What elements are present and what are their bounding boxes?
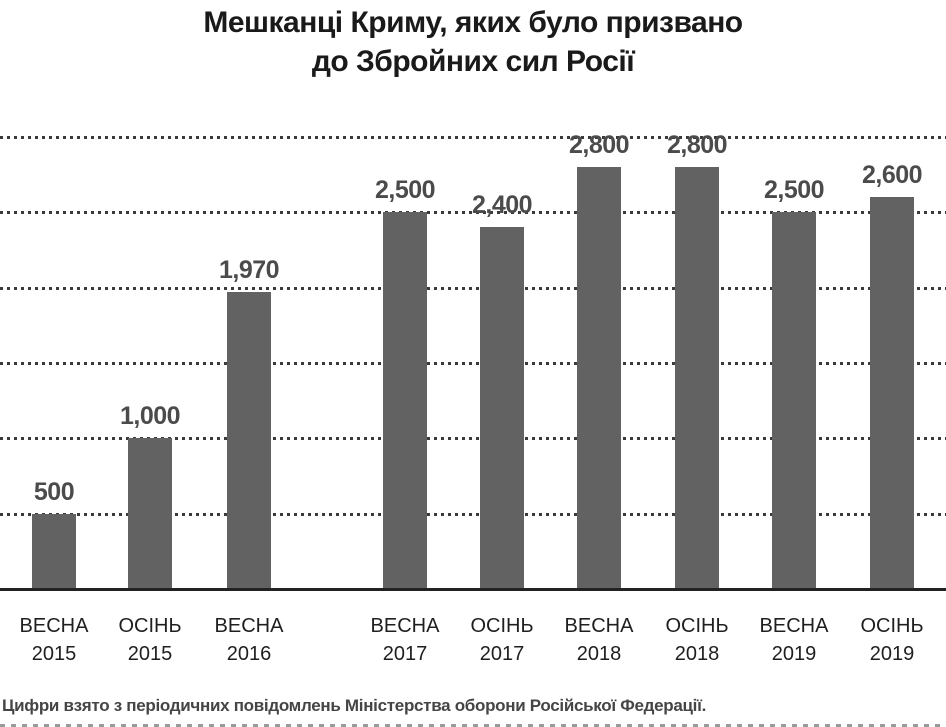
bar-value-label: 2,500: [763, 176, 825, 204]
gridline-2000: [0, 287, 946, 290]
x-axis-label-season: ОСІНЬ: [118, 615, 182, 637]
chart-title-line2: до Збройних сил Росії: [311, 45, 635, 78]
x-axis-label: ВЕСНА 2016: [184, 612, 314, 668]
x-axis-label-season: ВЕСНА: [759, 615, 829, 637]
x-axis-label: ВЕСНА 2015: [0, 612, 119, 668]
gridline-2500: [0, 211, 946, 214]
x-axis-label-year: 2017: [479, 643, 525, 665]
bar-value-label: 500: [33, 478, 75, 506]
chart-title: Мешканці Криму, яких було призвано до Зб…: [0, 3, 946, 81]
bar-value-label: 2,600: [861, 161, 923, 189]
bar: [383, 212, 427, 589]
bar-value-label: 2,800: [568, 131, 630, 159]
bar-value-label: 1,000: [119, 402, 181, 430]
bar: [227, 292, 271, 589]
chart-title-line1: Мешканці Криму, яких було призвано: [203, 6, 743, 39]
bar: [577, 167, 621, 589]
gridline-1500: [0, 362, 946, 365]
bar-value-label: 2,800: [666, 131, 728, 159]
bar: [870, 197, 914, 589]
gridline-500: [0, 513, 946, 516]
bar: [480, 227, 524, 589]
gridline-1000: [0, 437, 946, 440]
x-axis-label-season: ОСІНЬ: [665, 615, 729, 637]
x-axis-label-year: 2018: [576, 643, 622, 665]
x-axis-label-season: ОСІНЬ: [860, 615, 924, 637]
bar: [128, 438, 172, 589]
x-axis-label: ВЕСНА 2019: [729, 612, 859, 668]
x-axis-label-season: ВЕСНА: [214, 615, 284, 637]
bottom-dotted-border: [0, 724, 946, 727]
x-axis-label: ОСІНЬ 2018: [632, 612, 762, 668]
source-note: Цифри взято з періодичних повідомлень Мі…: [2, 696, 706, 715]
x-axis-label: ОСІНЬ 2019: [827, 612, 946, 668]
bar: [32, 514, 76, 589]
x-axis-label: ВЕСНА 2018: [534, 612, 664, 668]
x-axis-label-year: 2015: [127, 643, 173, 665]
x-axis-label: ОСІНЬ 2017: [437, 612, 567, 668]
x-axis-label-season: ВЕСНА: [564, 615, 634, 637]
bar: [675, 167, 719, 589]
x-axis-label-year: 2018: [674, 643, 720, 665]
x-axis-label: ВЕСНА 2017: [340, 612, 470, 668]
x-axis-label: ОСІНЬ 2015: [85, 612, 215, 668]
x-axis-label-year: 2017: [382, 643, 428, 665]
gridline-3000: [0, 136, 946, 139]
x-axis-label-season: ОСІНЬ: [470, 615, 534, 637]
x-axis-line: [0, 588, 946, 591]
bar-value-label: 2,500: [374, 176, 436, 204]
x-axis-label-year: 2015: [31, 643, 77, 665]
x-axis-label-year: 2019: [869, 643, 915, 665]
bar: [772, 212, 816, 589]
x-axis-label-season: ВЕСНА: [19, 615, 89, 637]
bar-value-label: 2,400: [471, 191, 533, 219]
x-axis-label-year: 2019: [771, 643, 817, 665]
bar-value-label: 1,970: [218, 256, 280, 284]
x-axis-label-season: ВЕСНА: [370, 615, 440, 637]
x-axis-label-year: 2016: [226, 643, 272, 665]
